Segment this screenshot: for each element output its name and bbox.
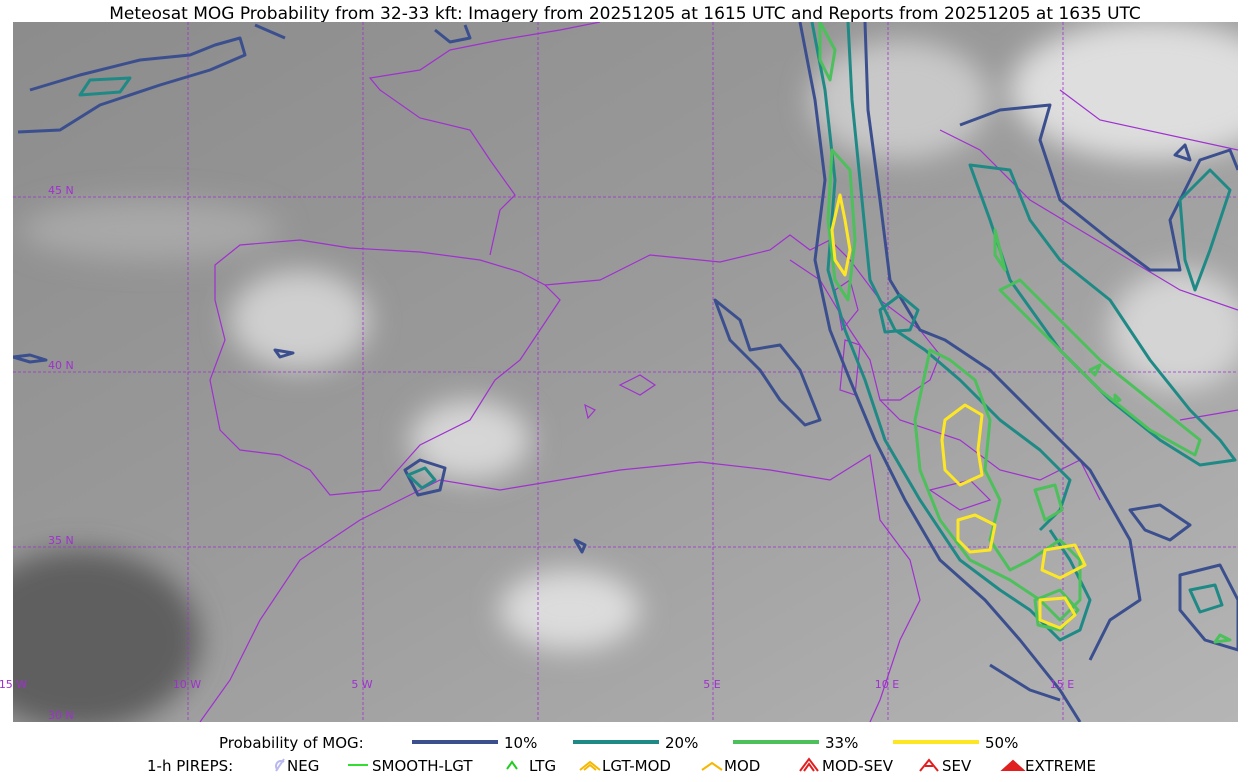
contour bbox=[403, 458, 447, 497]
legend: Probability of MOG: 1-h PIREPS: 10% 20% 33… bbox=[147, 734, 1096, 775]
title: Meteosat MOG Probability from 32-33 kft:… bbox=[109, 4, 1141, 24]
contours bbox=[13, 22, 1238, 722]
legend-label: 50% bbox=[985, 734, 1018, 752]
contour bbox=[818, 22, 857, 302]
lon-label: 10 W bbox=[173, 678, 201, 691]
legend-title: 1-h PIREPS: bbox=[147, 757, 233, 775]
contour bbox=[863, 22, 1142, 661]
contour bbox=[798, 22, 1082, 722]
lon-label: 5 W bbox=[351, 678, 372, 691]
legend-label: LTG bbox=[529, 757, 556, 775]
legend-label: LGT-MOD bbox=[602, 757, 671, 775]
pirep-symbol bbox=[799, 757, 819, 772]
legend-label: 20% bbox=[665, 734, 698, 752]
contour bbox=[254, 23, 472, 44]
graticule bbox=[13, 22, 1238, 722]
contour bbox=[713, 298, 822, 427]
pirep-symbol bbox=[506, 760, 518, 770]
contour bbox=[13, 348, 587, 554]
map bbox=[13, 22, 1238, 722]
contour bbox=[17, 36, 247, 134]
lat-label: 45 N bbox=[48, 184, 74, 197]
contour bbox=[846, 22, 1072, 532]
contour bbox=[78, 76, 132, 97]
cloud-texture bbox=[13, 22, 1238, 722]
pirep-symbol bbox=[701, 761, 723, 771]
contour bbox=[940, 403, 984, 487]
contour bbox=[1128, 503, 1238, 652]
contour bbox=[406, 293, 1224, 614]
lat-label: 35 N bbox=[48, 534, 74, 547]
legend-label: EXTREME bbox=[1025, 757, 1096, 775]
contour bbox=[830, 193, 852, 277]
contour bbox=[956, 513, 997, 554]
legend-title: Probability of MOG: bbox=[219, 734, 364, 752]
legend-label: SEV bbox=[942, 757, 972, 775]
legend-label: SMOOTH-LGT bbox=[372, 757, 473, 775]
lon-label: 10 E bbox=[875, 678, 899, 691]
legend-label: MOD bbox=[724, 757, 760, 775]
lon-label: 15 E bbox=[1050, 678, 1074, 691]
lat-labels: 45 N 40 N 35 N 30 N bbox=[48, 184, 74, 722]
contour bbox=[993, 228, 1122, 404]
pirep-symbol bbox=[275, 758, 285, 772]
legend-label: 10% bbox=[504, 734, 537, 752]
pirep-symbol bbox=[1000, 759, 1026, 771]
contour bbox=[998, 278, 1202, 457]
lon-labels: 15 W 10 W 5 W 5 E 10 E 15 E bbox=[0, 678, 1074, 691]
legend-label: MOD-SEV bbox=[822, 757, 894, 775]
contour bbox=[1038, 543, 1087, 630]
contour bbox=[810, 22, 1092, 642]
contour bbox=[989, 143, 1192, 702]
contour bbox=[913, 348, 1082, 622]
contour bbox=[959, 103, 1238, 272]
lat-label: 40 N bbox=[48, 359, 74, 372]
lat-label: 30 N bbox=[48, 709, 74, 722]
lon-label: 5 E bbox=[703, 678, 720, 691]
lon-label: 15 W bbox=[0, 678, 27, 691]
contour bbox=[968, 163, 1237, 467]
legend-label: 33% bbox=[825, 734, 858, 752]
legend-label: NEG bbox=[287, 757, 319, 775]
contour bbox=[1178, 168, 1232, 292]
coastlines bbox=[199, 22, 1238, 722]
pirep-symbol bbox=[919, 758, 939, 772]
pirep-symbol bbox=[579, 760, 601, 771]
